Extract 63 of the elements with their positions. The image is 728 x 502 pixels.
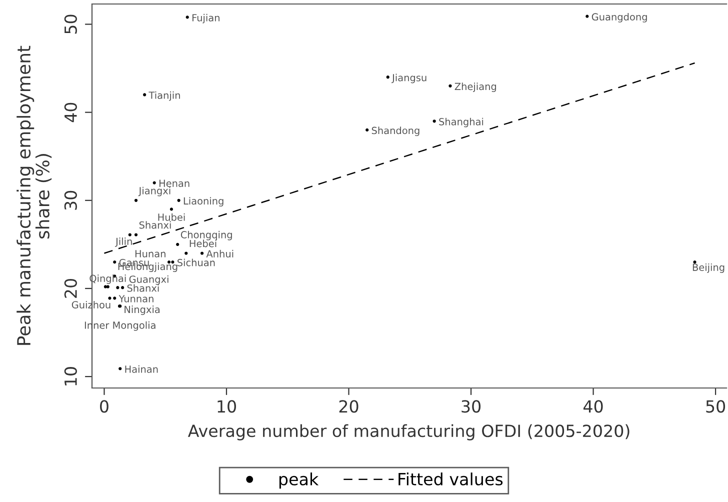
annotation: Shanxi xyxy=(139,221,171,229)
legend-label: Fitted values xyxy=(398,472,503,486)
x-tick-label: 30 xyxy=(462,400,481,413)
point xyxy=(121,286,124,290)
annotation: Liaoning xyxy=(184,197,224,206)
point xyxy=(176,242,180,246)
x-tick-label: 20 xyxy=(339,400,358,413)
point xyxy=(586,14,589,18)
y-tick-label: 20 xyxy=(64,278,77,298)
point xyxy=(366,128,369,132)
point xyxy=(152,181,156,184)
annotation: Henan xyxy=(159,180,190,187)
x-tick-label: 0 xyxy=(100,400,108,413)
point xyxy=(113,260,116,264)
annotation: Beijing xyxy=(692,263,724,273)
annotation: Tianjin xyxy=(148,91,180,101)
annotation: Ningxia xyxy=(124,306,160,315)
point xyxy=(177,198,180,202)
annotation: Anhui xyxy=(206,250,234,258)
point xyxy=(113,296,116,300)
point xyxy=(186,16,189,19)
annotation: Hunan xyxy=(135,250,166,258)
x-axis-title: Average number of manufacturing OFDI (2005-2020) xyxy=(188,424,630,440)
annotation: Hainan xyxy=(125,365,158,373)
annotation: Fujian xyxy=(192,14,220,24)
annotation: Chongqing xyxy=(180,230,232,240)
point xyxy=(134,198,138,202)
y-tick-label: 50 xyxy=(64,14,77,34)
annotation: Shanghai xyxy=(439,118,484,128)
point xyxy=(116,286,120,290)
point xyxy=(432,120,436,123)
point xyxy=(104,285,107,288)
annotation: Jiangsu xyxy=(392,74,426,84)
annotation: Yunnan xyxy=(118,295,154,302)
point xyxy=(170,208,174,211)
annotation: Guangdong xyxy=(592,13,647,22)
point xyxy=(106,285,110,288)
point xyxy=(108,296,112,300)
y-axis-title: Peak manufacturing employment share (%) xyxy=(16,46,52,345)
point xyxy=(118,367,122,370)
y-tick-label: 30 xyxy=(64,190,77,210)
annotation: Sichuan xyxy=(178,258,215,266)
point xyxy=(128,233,132,236)
y-tick-label: 40 xyxy=(64,102,77,122)
annotation: Zhejiang xyxy=(454,82,496,92)
point xyxy=(386,76,390,79)
x-tick-label: 10 xyxy=(218,400,236,413)
annotation: Hebei xyxy=(190,240,216,248)
x-tick-label: 50 xyxy=(706,400,726,413)
point xyxy=(143,93,146,96)
legend-label: peak xyxy=(279,472,319,489)
annotation: Shanxi xyxy=(127,284,159,292)
point xyxy=(134,233,138,236)
annotation: Jiangxi xyxy=(138,186,170,196)
annotation: Jilin xyxy=(115,238,132,247)
annotation: Guangxi xyxy=(129,275,168,285)
annotation: Hubei xyxy=(158,213,185,221)
point xyxy=(448,84,452,88)
annotation: Shandong xyxy=(372,126,420,136)
point xyxy=(200,252,204,255)
y-tick-label: 10 xyxy=(64,367,77,386)
point xyxy=(184,252,188,255)
x-tick-label: 40 xyxy=(583,400,603,413)
